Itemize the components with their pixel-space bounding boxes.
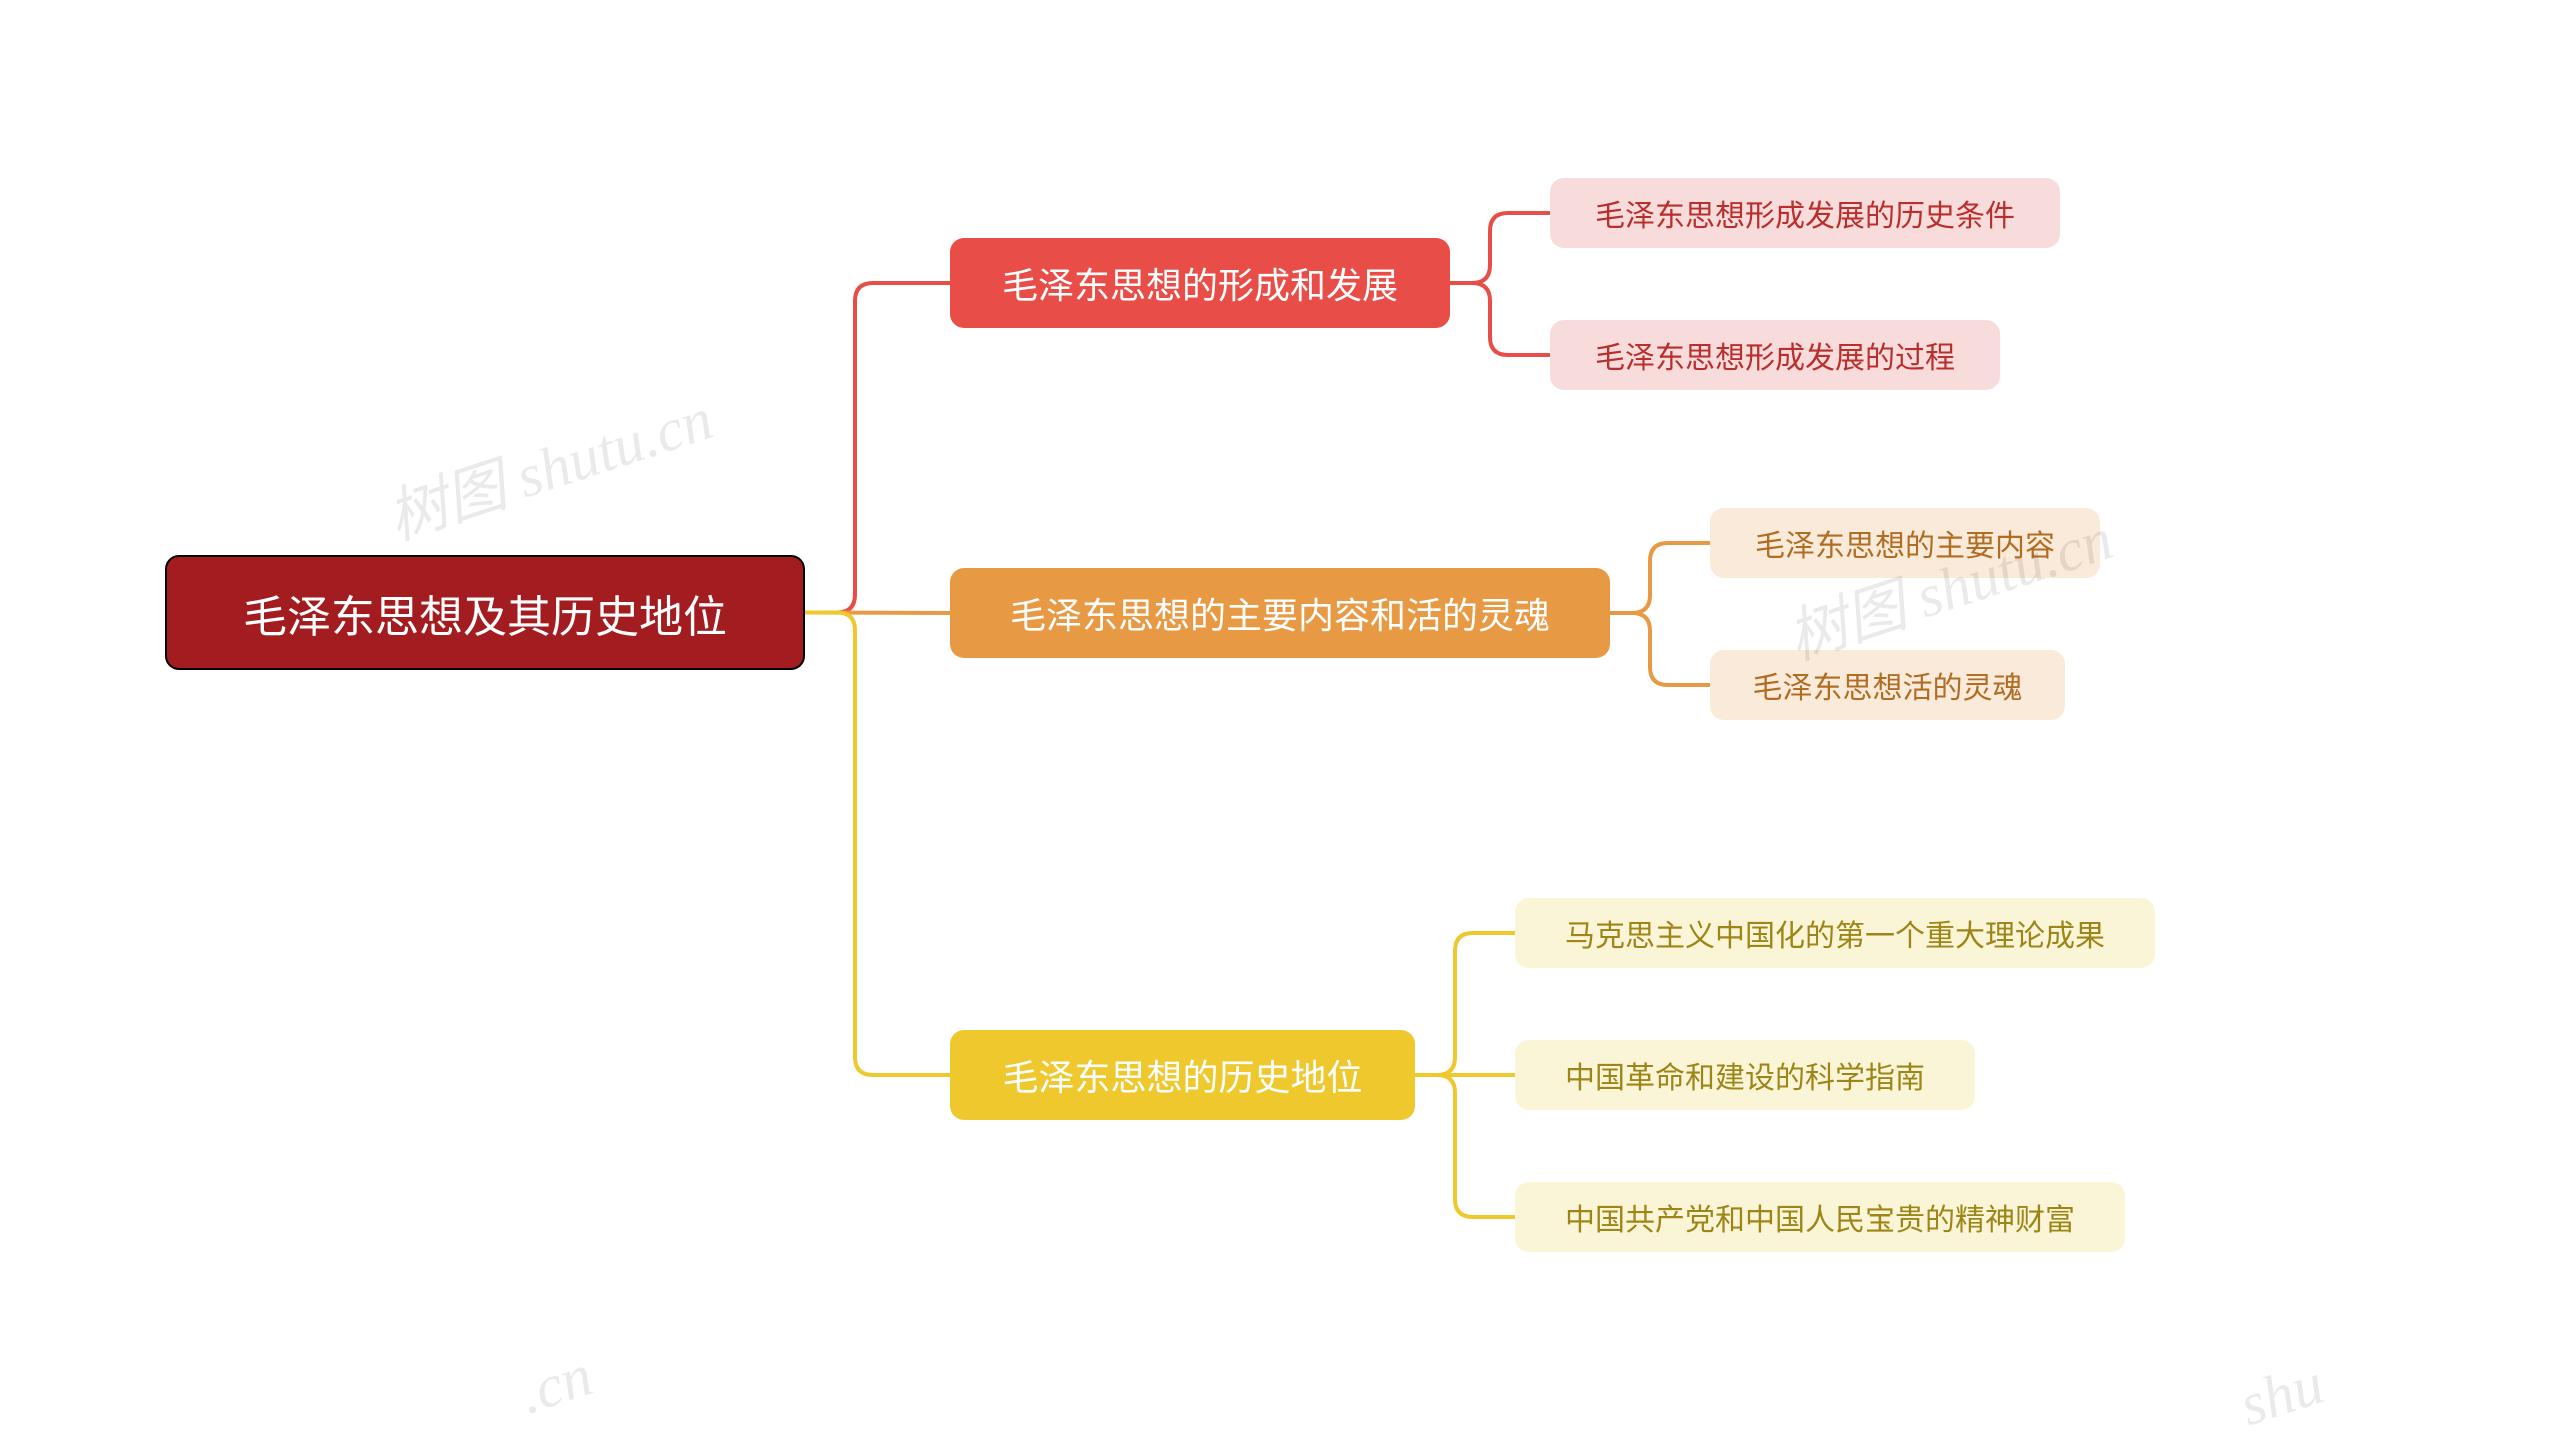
branch-node-1: 毛泽东思想的主要内容和活的灵魂 [950,568,1610,658]
branch-node-0: 毛泽东思想的形成和发展 [950,238,1450,328]
leaf-node-1-0: 毛泽东思想的主要内容 [1710,508,2100,578]
leaf-node-2-0: 马克思主义中国化的第一个重大理论成果 [1515,898,2155,968]
leaf-node-1-1: 毛泽东思想活的灵魂 [1710,650,2065,720]
watermark-3: shu [2231,1349,2332,1440]
leaf-node-0-0: 毛泽东思想形成发展的历史条件 [1550,178,2060,248]
watermark-0: 树图 shutu.cn [375,370,722,557]
leaf-node-2-1: 中国革命和建设的科学指南 [1515,1040,1975,1110]
branch-node-2: 毛泽东思想的历史地位 [950,1030,1415,1120]
connector-layer [0,0,2560,1452]
leaf-node-2-2: 中国共产党和中国人民宝贵的精神财富 [1515,1182,2125,1252]
mindmap-canvas: 毛泽东思想及其历史地位毛泽东思想的形成和发展毛泽东思想形成发展的历史条件毛泽东思… [0,0,2560,1452]
leaf-node-0-1: 毛泽东思想形成发展的过程 [1550,320,2000,390]
root-node: 毛泽东思想及其历史地位 [165,555,805,670]
watermark-2: .cn [511,1341,600,1429]
